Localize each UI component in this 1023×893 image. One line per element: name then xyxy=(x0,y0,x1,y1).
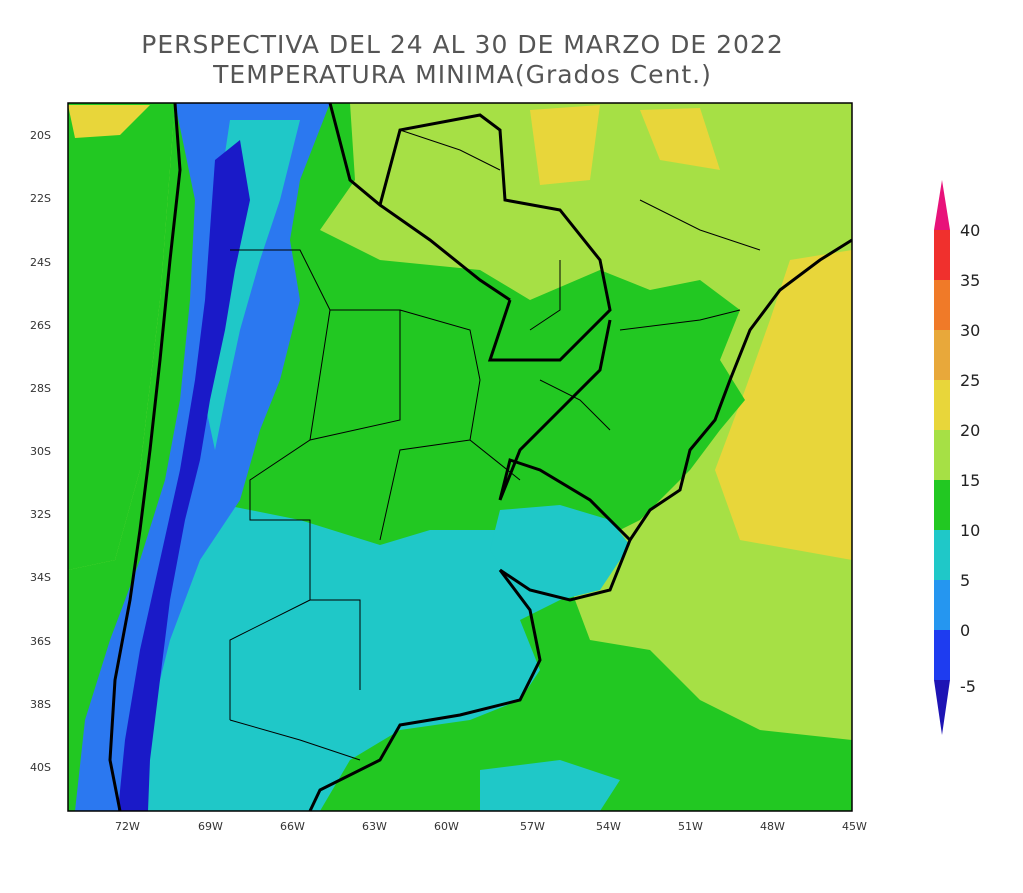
lon-tick-label: 72W xyxy=(115,820,140,833)
colorbar-segment xyxy=(934,330,950,380)
lat-tick-label: 28S xyxy=(30,382,51,395)
lat-tick-label: 26S xyxy=(30,319,51,332)
colorbar-bottom-arrow xyxy=(934,680,950,735)
zone-cool-atlantic xyxy=(480,760,620,811)
colorbar-label: 40 xyxy=(960,221,980,240)
lon-tick-label: 69W xyxy=(198,820,223,833)
lon-tick-label: 48W xyxy=(760,820,785,833)
lat-axis: 20S 22S 24S 26S 28S 30S 32S 34S 36S 38S … xyxy=(30,129,51,774)
colorbar-label: 25 xyxy=(960,371,980,390)
zone-hot-ne xyxy=(640,108,720,170)
colorbar-segment xyxy=(934,580,950,630)
colorbar-segment xyxy=(934,380,950,430)
lat-tick-label: 30S xyxy=(30,445,51,458)
zone-hot-nw xyxy=(68,105,150,138)
lon-axis: 72W 69W 66W 63W 60W 57W 54W 51W 48W 45W xyxy=(115,820,867,833)
border-brazil-uruguay xyxy=(498,319,632,602)
border-bolivia-argentina xyxy=(328,103,511,302)
colorbar-label: 0 xyxy=(960,621,970,640)
provincial-boundaries xyxy=(229,129,761,761)
lon-tick-label: 63W xyxy=(362,820,387,833)
colorbar-top-arrow xyxy=(934,180,950,230)
coastline-rio-de-la-plata xyxy=(308,569,542,811)
colorbar-label: 10 xyxy=(960,521,980,540)
lat-tick-label: 36S xyxy=(30,635,51,648)
colorbar-segment xyxy=(934,480,950,530)
colorbar: 40 35 30 25 20 15 10 5 0 -5 xyxy=(934,180,980,735)
colorbar-label: -5 xyxy=(960,677,976,696)
colorbar-segment xyxy=(934,630,950,680)
colorbar-label: 35 xyxy=(960,271,980,290)
lat-tick-label: 32S xyxy=(30,508,51,521)
borders xyxy=(108,103,852,811)
colorbar-segment xyxy=(934,430,950,480)
map-field xyxy=(68,103,852,811)
map-subtitle: TEMPERATURA MINIMA(Grados Cent.) xyxy=(213,60,712,89)
zone-hot-atlantic xyxy=(715,250,852,560)
colorbar-segment xyxy=(934,530,950,580)
map-title: PERSPECTIVA DEL 24 AL 30 DE MARZO DE 202… xyxy=(141,30,784,59)
lon-tick-label: 57W xyxy=(520,820,545,833)
colorbar-segment xyxy=(934,280,950,330)
zone-cool-uruguay xyxy=(490,505,630,600)
colorbar-label: 30 xyxy=(960,321,980,340)
lat-tick-label: 24S xyxy=(30,256,51,269)
map-frame xyxy=(67,102,853,812)
lon-tick-label: 45W xyxy=(842,820,867,833)
colorbar-segment xyxy=(934,230,950,280)
zone-cool-south xyxy=(90,500,600,811)
colorbar-label: 15 xyxy=(960,471,980,490)
lat-tick-label: 34S xyxy=(30,571,51,584)
zone-pacific-mild xyxy=(68,103,175,570)
border-argentina-chile xyxy=(108,103,182,811)
colorbar-label: 5 xyxy=(960,571,970,590)
lat-tick-label: 38S xyxy=(30,698,51,711)
colorbar-label: 20 xyxy=(960,421,980,440)
zone-andes-cold xyxy=(75,103,330,811)
coastline-atlantic xyxy=(628,238,852,541)
lon-tick-label: 51W xyxy=(678,820,703,833)
border-paraguay xyxy=(378,113,612,362)
zone-very-cold-ridge xyxy=(118,140,250,811)
lon-tick-label: 66W xyxy=(280,820,305,833)
lat-tick-label: 20S xyxy=(30,129,51,142)
lat-tick-label: 40S xyxy=(30,761,51,774)
zone-hot-north xyxy=(530,105,600,185)
lon-tick-label: 60W xyxy=(434,820,459,833)
lon-tick-label: 54W xyxy=(596,820,621,833)
lat-tick-label: 22S xyxy=(30,192,51,205)
